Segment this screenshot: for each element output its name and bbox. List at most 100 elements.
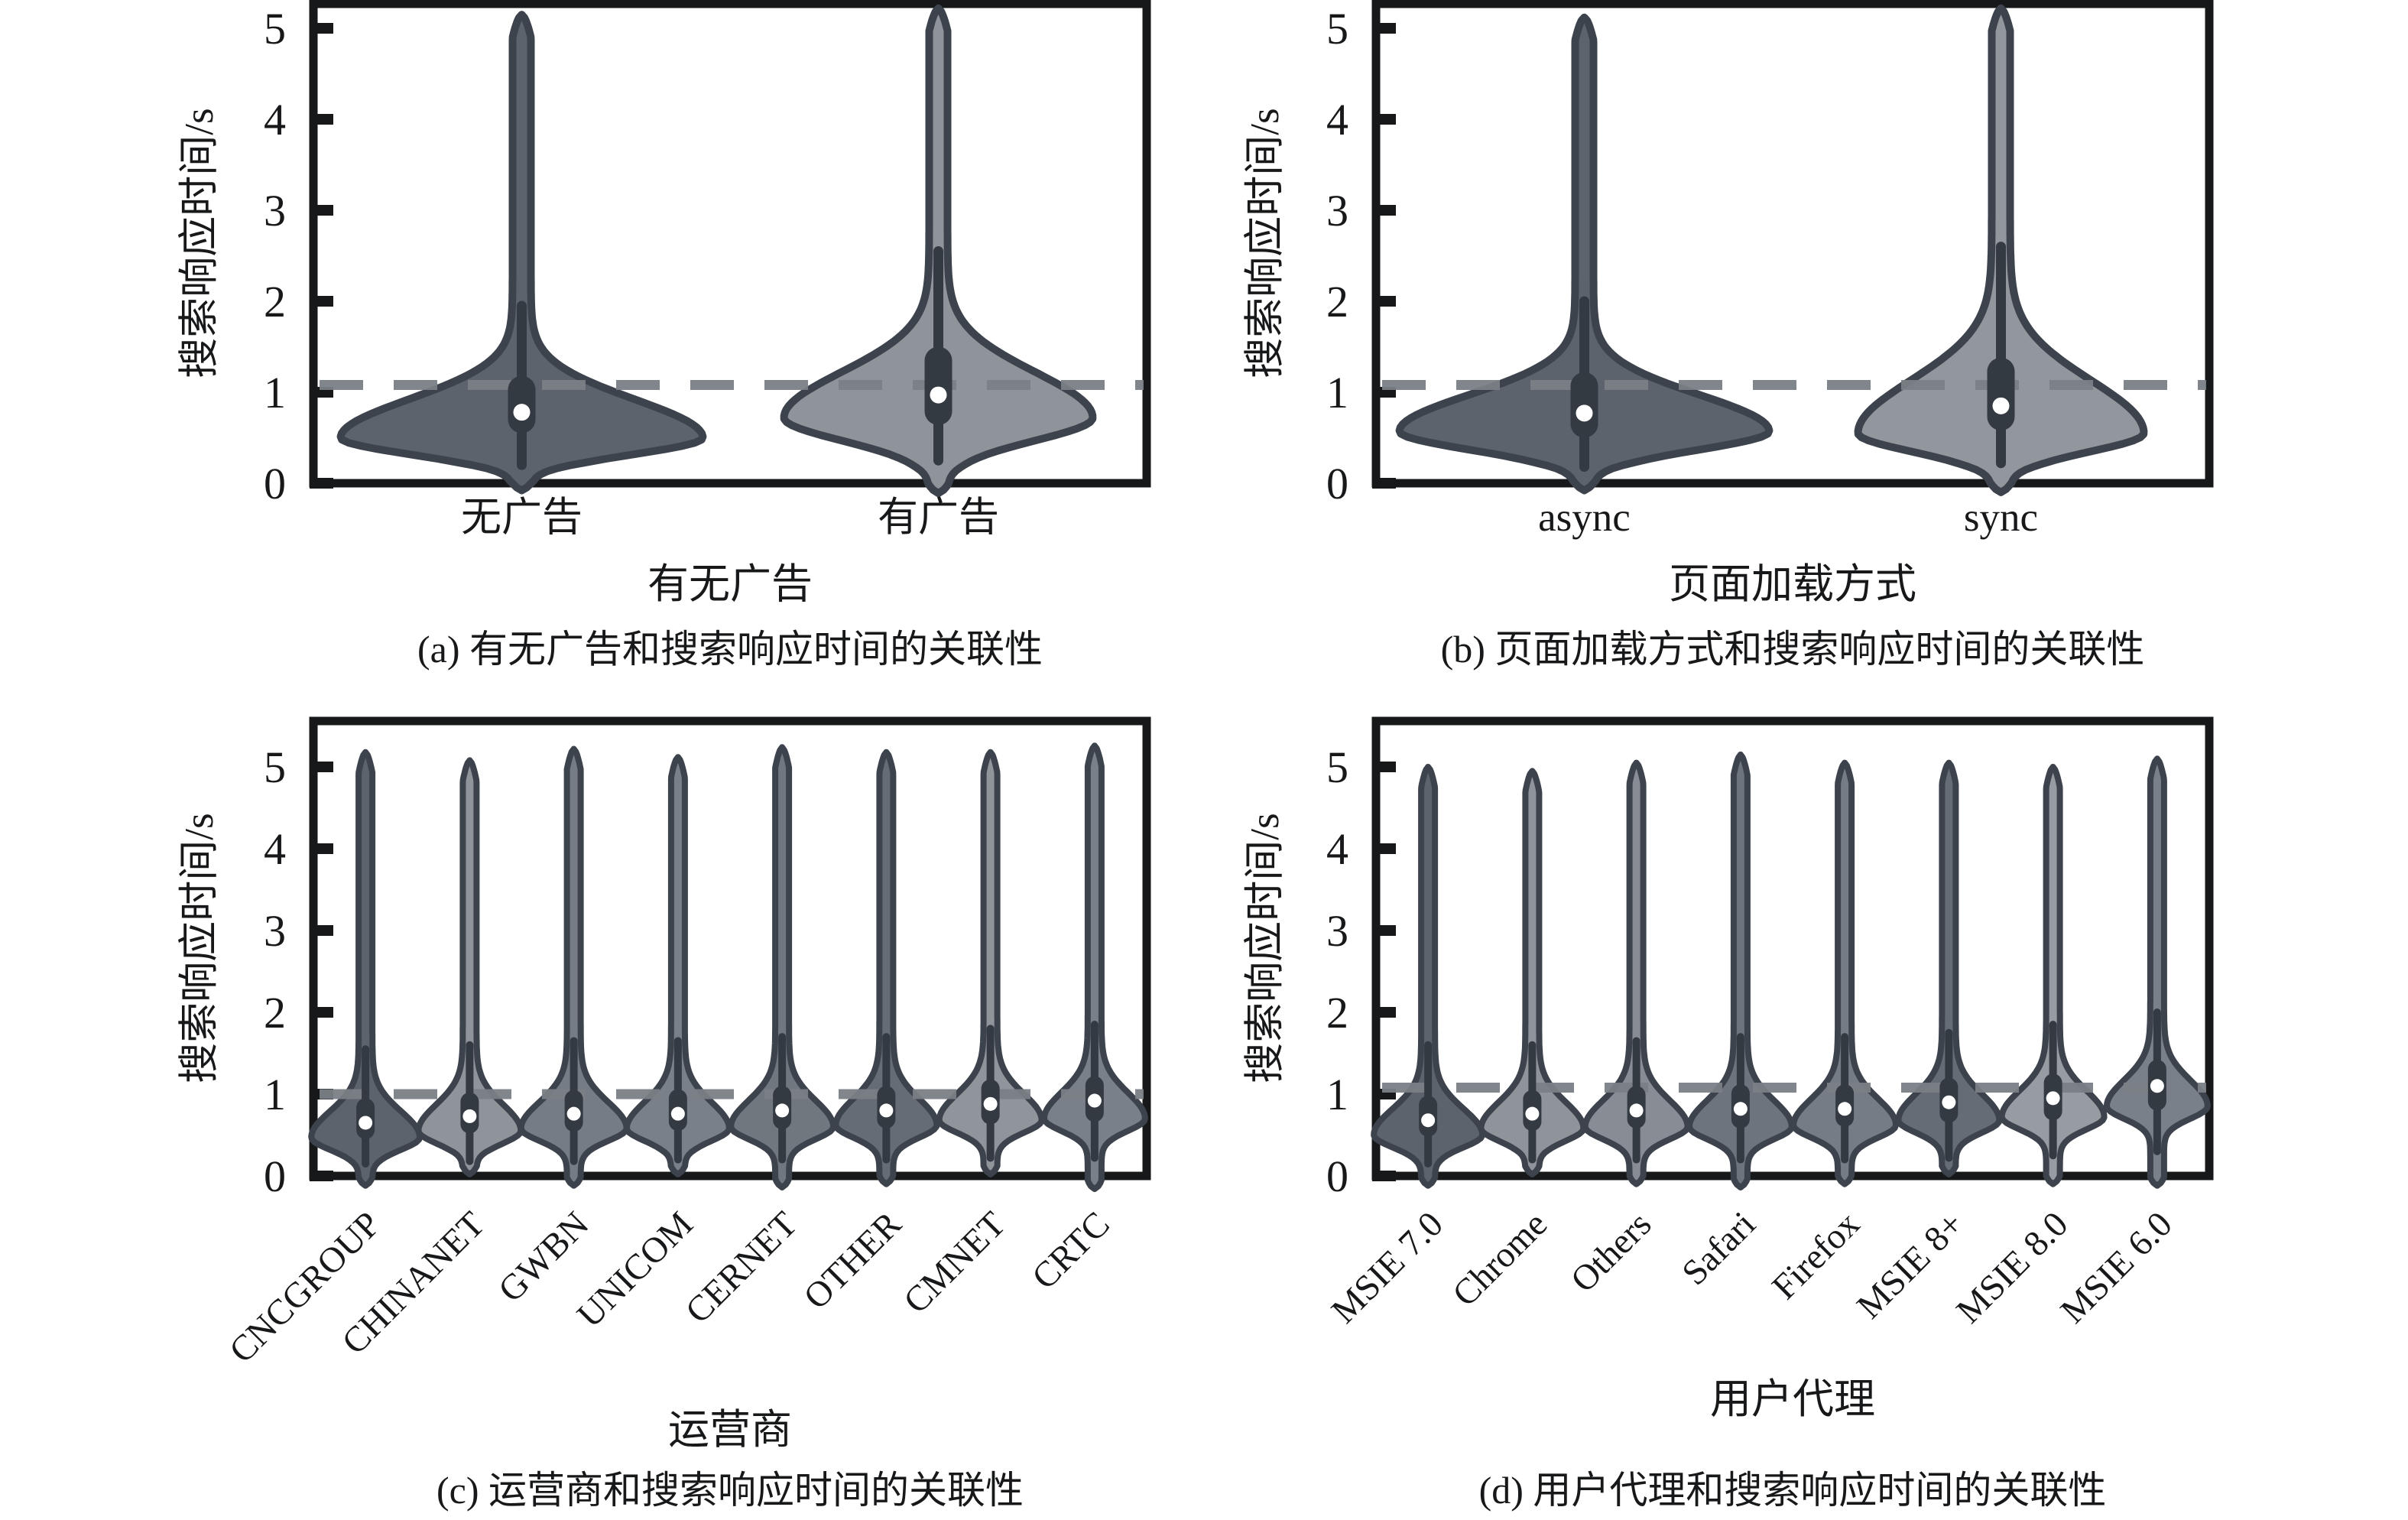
violin-body <box>728 744 837 1190</box>
x-axis-title-c: 运营商 <box>668 1407 792 1453</box>
y-tick-label: 4 <box>1326 824 1348 874</box>
violin-median-dot <box>1733 1102 1748 1116</box>
violin-body <box>1478 768 1587 1177</box>
violin-median-dot <box>983 1096 998 1111</box>
y-axis-label-a: 搜索响应时间/s <box>177 108 222 378</box>
y-tick-label: 2 <box>264 988 286 1038</box>
violin-median-dot <box>513 404 531 421</box>
y-tick-label: 2 <box>1326 988 1348 1038</box>
x-category-label: MSIE 7.0 <box>1324 1204 1451 1331</box>
y-tick-label: 0 <box>264 1151 286 1201</box>
y-tick-label: 5 <box>264 742 286 792</box>
y-tick-label: 0 <box>1326 1151 1348 1201</box>
violin-body <box>1790 759 1900 1187</box>
x-category-label: Firefox <box>1764 1204 1868 1307</box>
x-category-label: MSIE 8.0 <box>1949 1204 2075 1331</box>
y-tick-label: 3 <box>1326 186 1348 235</box>
x-category-label: async <box>1538 495 1631 540</box>
y-tick-label: 4 <box>264 95 286 145</box>
y-tick-label: 5 <box>1326 742 1348 792</box>
violin-body <box>518 745 630 1189</box>
violin-body <box>624 754 732 1177</box>
violin-body <box>415 757 524 1177</box>
violin-median-dot <box>1992 397 2010 414</box>
panel-c: 012345CNCGROUPCHINANETGWBNUNICOMCERNETOT… <box>222 716 1151 1371</box>
y-tick-label: 5 <box>1326 4 1348 54</box>
x-category-label: Safari <box>1675 1204 1764 1293</box>
violin-median-dot <box>1525 1106 1540 1121</box>
violin-body <box>1040 742 1148 1193</box>
x-category-label: sync <box>1964 495 2038 540</box>
y-tick-label: 3 <box>1326 906 1348 956</box>
x-category-label: MSIE 6.0 <box>2053 1204 2180 1331</box>
caption-a: (a) 有无广告和搜索响应时间的关联性 <box>417 628 1043 671</box>
axes-border <box>309 716 1151 1181</box>
violin-body <box>1371 764 1486 1189</box>
x-axis-title-d: 用户代理 <box>1710 1376 1875 1422</box>
violin-body <box>936 749 1045 1177</box>
violin-median-dot <box>670 1106 685 1121</box>
y-axis-label-d: 搜索响应时间/s <box>1243 813 1287 1083</box>
x-category-label: Others <box>1563 1204 1659 1300</box>
violin-body <box>1998 764 2108 1187</box>
panel-b: 0 1 2 3 4 5 async sync <box>1326 0 2214 540</box>
violin-median-dot <box>879 1103 894 1118</box>
violin-median-dot <box>1838 1102 1852 1116</box>
x-category-label: CRTC <box>1024 1204 1118 1298</box>
y-axis-label-b: 搜索响应时间/s <box>1243 108 1287 378</box>
violin-iqr-box <box>924 346 952 425</box>
violin-median-dot <box>1087 1093 1102 1108</box>
violin-body <box>336 11 707 495</box>
violin-median-dot <box>566 1106 581 1121</box>
caption-c: (c) 运营商和搜索响应时间的关联性 <box>436 1469 1024 1512</box>
panel-a: 0 1 2 3 4 5 无广告 有广告 <box>264 0 1151 540</box>
x-axis-title-a: 有无广告 <box>647 561 813 607</box>
y-tick-label: 1 <box>264 368 286 417</box>
y-tick-label: 0 <box>1326 459 1348 508</box>
x-category-label: 无广告 <box>461 495 583 540</box>
x-axis-title-b: 页面加载方式 <box>1669 561 1916 607</box>
y-tick-label: 1 <box>1326 1070 1348 1119</box>
y-tick-label: 2 <box>1326 277 1348 326</box>
violin-iqr-box <box>1987 357 2015 430</box>
violin-body <box>1582 759 1691 1187</box>
caption-d: (d) 用户代理和搜索响应时间的关联性 <box>1479 1469 2107 1512</box>
violin-median-dot <box>1942 1095 1956 1109</box>
x-category-label: GWBN <box>491 1204 596 1310</box>
y-tick-label: 5 <box>264 4 286 54</box>
violin-body <box>832 749 940 1187</box>
violin-median-dot <box>2046 1091 2060 1106</box>
axes-border <box>1371 716 2214 1181</box>
x-category-label: CMNET <box>896 1204 1013 1321</box>
x-category-label: CERNET <box>678 1204 805 1331</box>
x-category-label: OTHER <box>797 1204 910 1317</box>
violin-body <box>1895 759 2003 1177</box>
y-tick-label: 4 <box>264 824 286 874</box>
y-tick-label: 1 <box>1326 368 1348 417</box>
violin-body <box>1395 13 1774 495</box>
violin-median-dot <box>462 1109 477 1123</box>
x-category-label: 有广告 <box>878 495 999 540</box>
y-tick-label: 0 <box>264 459 286 508</box>
violin-body <box>2103 755 2211 1189</box>
y-tick-label: 3 <box>264 906 286 956</box>
violin-median-dot <box>775 1103 790 1118</box>
violin-body <box>1686 751 1795 1190</box>
y-axis-label-c: 搜索响应时间/s <box>177 813 222 1083</box>
violin-median-dot <box>1576 404 1593 422</box>
violin-median-dot <box>2150 1079 2164 1093</box>
y-tick-label: 2 <box>264 277 286 326</box>
caption-b: (b) 页面加载方式和搜索响应时间的关联性 <box>1441 628 2145 671</box>
violin-median-dot <box>359 1116 373 1130</box>
axes-border <box>309 0 1151 488</box>
x-category-label: UNICOM <box>570 1204 701 1336</box>
violin-median-dot <box>930 386 947 404</box>
violin-median-dot <box>1629 1103 1644 1118</box>
axes-border <box>1371 0 2214 488</box>
violin-median-dot <box>1421 1113 1436 1128</box>
x-category-label: Chrome <box>1445 1204 1555 1314</box>
